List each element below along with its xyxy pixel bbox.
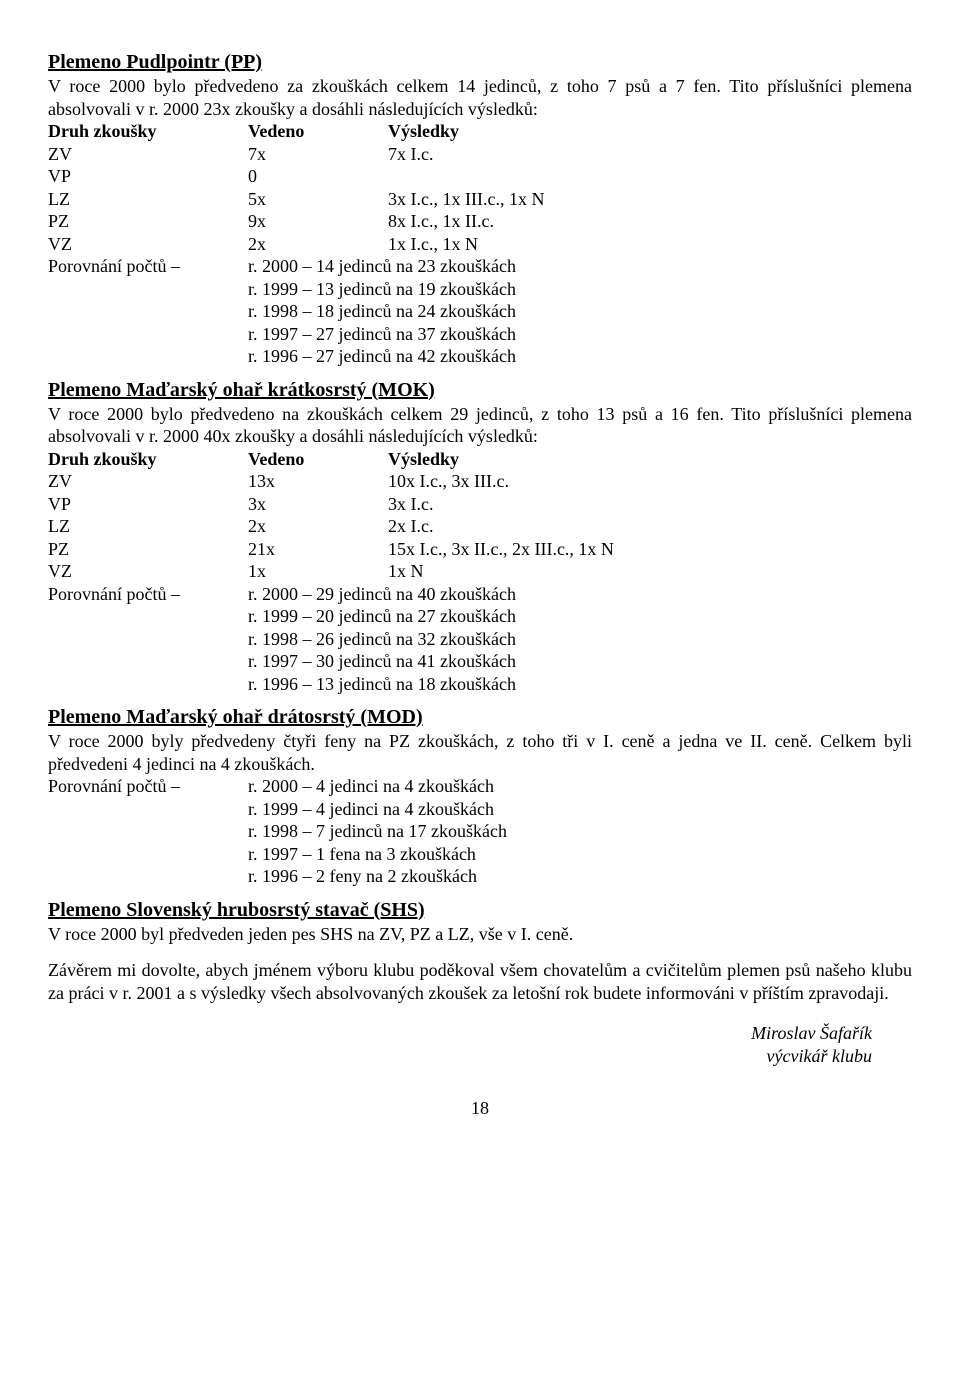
table-row: ZV7x7x I.c. [48,143,544,166]
cell: 2x [248,515,388,538]
cell [388,165,544,188]
compare-item: r. 1999 – 4 jedinci na 4 zkouškách [248,798,507,821]
cell: 3x [248,493,388,516]
compare-item: r. 1998 – 18 jedinců na 24 zkouškách [248,300,544,323]
cell: ZV [48,143,248,166]
table-row: VZ1x1x N [48,560,614,583]
table-mod: Porovnání počtů –r. 2000 – 4 jedinci na … [48,775,507,888]
compare-item: r. 1998 – 7 jedinců na 17 zkouškách [248,820,507,843]
compare-row: r. 1998 – 7 jedinců na 17 zkouškách [48,820,507,843]
cell: PZ [48,538,248,561]
compare-row: Porovnání počtů –r. 2000 – 14 jedinců na… [48,255,544,278]
signature-name: Miroslav Šafařík [751,1023,872,1043]
cell: 2x [248,233,388,256]
table-mok: Druh zkoušky Vedeno Výsledky ZV13x10x I.… [48,448,614,696]
compare-row: Porovnání počtů –r. 2000 – 4 jedinci na … [48,775,507,798]
compare-item: r. 1996 – 2 feny na 2 zkouškách [248,865,507,888]
compare-row: r. 1996 – 27 jedinců na 42 zkouškách [48,345,544,368]
intro-mok: V roce 2000 bylo předvedeno na zkouškách… [48,403,912,448]
table-row: PZ9x8x I.c., 1x II.c. [48,210,544,233]
table-row: PZ21x15x I.c., 3x II.c., 2x III.c., 1x N [48,538,614,561]
signature-block: Miroslav Šafařík výcvikář klubu [48,1022,912,1067]
cell: 2x I.c. [388,515,614,538]
cell: VP [48,493,248,516]
hdr-col2: Vedeno [248,448,388,471]
compare-row: r. 1998 – 18 jedinců na 24 zkouškách [48,300,544,323]
compare-item: r. 2000 – 14 jedinců na 23 zkouškách [248,255,544,278]
compare-row: r. 1999 – 13 jedinců na 19 zkouškách [48,278,544,301]
cell: VZ [48,233,248,256]
page-number: 18 [48,1097,912,1120]
compare-item: r. 2000 – 4 jedinci na 4 zkouškách [248,775,507,798]
compare-row: r. 1996 – 13 jedinců na 18 zkouškách [48,673,614,696]
cell: VZ [48,560,248,583]
cell: 0 [248,165,388,188]
intro-shs: V roce 2000 byl předveden jeden pes SHS … [48,923,912,946]
table-row: VP0 [48,165,544,188]
compare-item: r. 1998 – 26 jedinců na 32 zkouškách [248,628,614,651]
cell: 10x I.c., 3x III.c. [388,470,614,493]
cell: 1x [248,560,388,583]
cell: 5x [248,188,388,211]
compare-item: r. 1999 – 20 jedinců na 27 zkouškách [248,605,614,628]
compare-item: r. 2000 – 29 jedinců na 40 zkouškách [248,583,614,606]
hdr-col1: Druh zkoušky [48,448,248,471]
compare-row: Porovnání počtů –r. 2000 – 29 jedinců na… [48,583,614,606]
cell: 7x I.c. [388,143,544,166]
cell: 21x [248,538,388,561]
cell: 1x I.c., 1x N [388,233,544,256]
cell: 1x N [388,560,614,583]
compare-item: r. 1996 – 13 jedinců na 18 zkouškách [248,673,614,696]
section-title-shs: Plemeno Slovenský hrubosrstý stavač (SHS… [48,898,912,923]
cell: 13x [248,470,388,493]
cell: 3x I.c., 1x III.c., 1x N [388,188,544,211]
table-pp: Druh zkoušky Vedeno Výsledky ZV7x7x I.c.… [48,120,544,368]
table-row: LZ5x3x I.c., 1x III.c., 1x N [48,188,544,211]
table-header: Druh zkoušky Vedeno Výsledky [48,120,544,143]
section-title-mok: Plemeno Maďarský ohař krátkosrstý (MOK) [48,378,912,403]
cell: 9x [248,210,388,233]
signature-role: výcvikář klubu [767,1046,872,1066]
cell: 7x [248,143,388,166]
compare-label: Porovnání počtů – [48,775,248,798]
compare-row: r. 1996 – 2 feny na 2 zkouškách [48,865,507,888]
compare-label: Porovnání počtů – [48,255,248,278]
compare-item: r. 1999 – 13 jedinců na 19 zkouškách [248,278,544,301]
cell: PZ [48,210,248,233]
table-row: VP3x3x I.c. [48,493,614,516]
intro-pp: V roce 2000 bylo předvedeno za zkouškách… [48,75,912,120]
hdr-col1: Druh zkoušky [48,120,248,143]
cell: 15x I.c., 3x II.c., 2x III.c., 1x N [388,538,614,561]
intro-mod: V roce 2000 byly předvedeny čtyři feny n… [48,730,912,775]
compare-row: r. 1997 – 27 jedinců na 37 zkouškách [48,323,544,346]
hdr-col3: Výsledky [388,448,614,471]
cell: 8x I.c., 1x II.c. [388,210,544,233]
table-header: Druh zkoušky Vedeno Výsledky [48,448,614,471]
table-row: VZ2x1x I.c., 1x N [48,233,544,256]
cell: LZ [48,515,248,538]
compare-item: r. 1996 – 27 jedinců na 42 zkouškách [248,345,544,368]
table-row: LZ2x2x I.c. [48,515,614,538]
compare-row: r. 1999 – 20 jedinců na 27 zkouškách [48,605,614,628]
cell: VP [48,165,248,188]
compare-item: r. 1997 – 1 fena na 3 zkouškách [248,843,507,866]
hdr-col3: Výsledky [388,120,544,143]
section-title-pp: Plemeno Pudlpointr (PP) [48,50,912,75]
closing-paragraph: Závěrem mi dovolte, abych jménem výboru … [48,959,912,1004]
cell: LZ [48,188,248,211]
cell: 3x I.c. [388,493,614,516]
section-title-mod: Plemeno Maďarský ohař drátosrstý (MOD) [48,705,912,730]
cell: ZV [48,470,248,493]
table-row: ZV13x10x I.c., 3x III.c. [48,470,614,493]
compare-label: Porovnání počtů – [48,583,248,606]
compare-row: r. 1998 – 26 jedinců na 32 zkouškách [48,628,614,651]
hdr-col2: Vedeno [248,120,388,143]
compare-item: r. 1997 – 30 jedinců na 41 zkouškách [248,650,614,673]
compare-item: r. 1997 – 27 jedinců na 37 zkouškách [248,323,544,346]
compare-row: r. 1997 – 30 jedinců na 41 zkouškách [48,650,614,673]
compare-row: r. 1997 – 1 fena na 3 zkouškách [48,843,507,866]
compare-row: r. 1999 – 4 jedinci na 4 zkouškách [48,798,507,821]
